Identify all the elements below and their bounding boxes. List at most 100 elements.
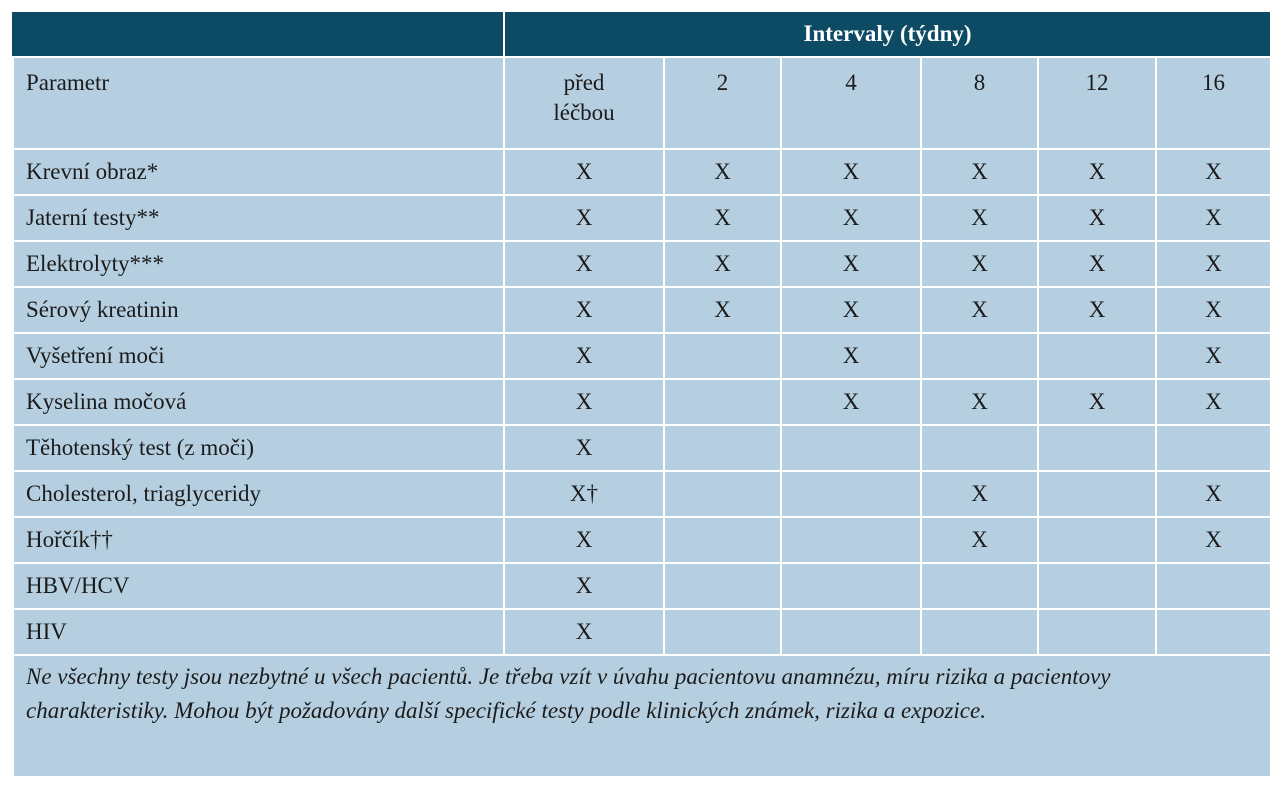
- parameter-cell: Cholesterol, triaglyceridy: [12, 470, 505, 518]
- header-blank-cell: [12, 10, 505, 58]
- check-cell: X: [920, 378, 1039, 426]
- table-row: Hořčík†† X X X: [12, 516, 1273, 564]
- empty-cell: [1154, 424, 1273, 472]
- empty-cell: [920, 562, 1039, 610]
- check-cell: X: [503, 240, 665, 288]
- empty-cell: [780, 424, 922, 472]
- empty-cell: [663, 516, 782, 564]
- empty-cell: [780, 470, 922, 518]
- parameter-cell: Jaterní testy**: [12, 194, 505, 242]
- table-row: Vyšetření moči X X X: [12, 332, 1273, 380]
- parameter-cell: Krevní obraz*: [12, 148, 505, 196]
- empty-cell: [663, 470, 782, 518]
- monitoring-table: Intervaly (týdny) Parametr před léčbou 2 4 8 1…: [11, 10, 1273, 778]
- empty-cell: [920, 332, 1039, 380]
- check-cell: X: [1154, 470, 1273, 518]
- empty-cell: [780, 562, 922, 610]
- table-row: Krevní obraz* X X X X X X: [12, 148, 1273, 196]
- check-cell: X: [503, 332, 665, 380]
- check-cell: X: [1037, 194, 1157, 242]
- check-cell: X: [1154, 516, 1273, 564]
- empty-cell: [780, 516, 922, 564]
- check-cell: X: [663, 194, 782, 242]
- table-row: Sérový kreatinin X X X X X X: [12, 286, 1273, 334]
- empty-cell: [1037, 608, 1157, 656]
- check-cell: X: [1154, 240, 1273, 288]
- table-row: Cholesterol, triaglyceridy X† X X: [12, 470, 1273, 518]
- column-header: 12: [1037, 56, 1157, 150]
- check-cell: X: [780, 240, 922, 288]
- check-cell: X: [780, 148, 922, 196]
- check-cell: X: [780, 378, 922, 426]
- parameter-cell: HBV/HCV: [12, 562, 505, 610]
- empty-cell: [920, 424, 1039, 472]
- table-row: Kyselina močová X X X X X: [12, 378, 1273, 426]
- check-cell: X†: [503, 470, 665, 518]
- check-cell: X: [920, 240, 1039, 288]
- check-cell: X: [920, 470, 1039, 518]
- check-cell: X: [503, 378, 665, 426]
- column-header: 8: [920, 56, 1039, 150]
- column-header-row: Parametr před léčbou 2 4 8 12 16: [12, 56, 1273, 150]
- parameter-cell: Sérový kreatinin: [12, 286, 505, 334]
- check-cell: X: [780, 332, 922, 380]
- table-body: Intervaly (týdny) Parametr před léčbou 2 4 8 1…: [11, 10, 1273, 778]
- check-cell: X: [1037, 148, 1157, 196]
- empty-cell: [920, 608, 1039, 656]
- check-cell: X: [1154, 148, 1273, 196]
- check-cell: X: [663, 286, 782, 334]
- table-row: HBV/HCV X: [12, 562, 1273, 610]
- check-cell: X: [663, 240, 782, 288]
- check-cell: X: [1037, 240, 1157, 288]
- column-header: 4: [780, 56, 922, 150]
- table-note: Ne všechny testy jsou nezbytné u všech p…: [11, 654, 1273, 778]
- check-cell: X: [780, 286, 922, 334]
- column-header: 2: [663, 56, 782, 150]
- check-cell: X: [503, 608, 665, 656]
- parameter-cell: Vyšetření moči: [12, 332, 505, 380]
- empty-cell: [1037, 332, 1157, 380]
- check-cell: X: [1154, 286, 1273, 334]
- empty-cell: [1037, 562, 1157, 610]
- table-row: Elektrolyty*** X X X X X X: [12, 240, 1273, 288]
- parameter-cell: HIV: [12, 608, 505, 656]
- check-cell: X: [503, 424, 665, 472]
- check-cell: X: [1037, 286, 1157, 334]
- monitoring-table-panel: Intervaly (týdny) Parametr před léčbou 2 4 8 1…: [11, 10, 1273, 778]
- empty-cell: [1154, 608, 1273, 656]
- group-header-row: Intervaly (týdny): [12, 10, 1273, 58]
- check-cell: X: [503, 516, 665, 564]
- check-cell: X: [1037, 378, 1157, 426]
- check-cell: X: [920, 516, 1039, 564]
- parameter-cell: Elektrolyty***: [12, 240, 505, 288]
- check-cell: X: [920, 194, 1039, 242]
- empty-cell: [663, 332, 782, 380]
- empty-cell: [663, 608, 782, 656]
- check-cell: X: [920, 286, 1039, 334]
- check-cell: X: [1154, 194, 1273, 242]
- table-row: Těhotenský test (z moči) X: [12, 424, 1273, 472]
- empty-cell: [663, 562, 782, 610]
- check-cell: X: [1154, 378, 1273, 426]
- check-cell: X: [503, 194, 665, 242]
- note-row: Ne všechny testy jsou nezbytné u všech p…: [11, 654, 1273, 778]
- parameter-cell: Těhotenský test (z moči): [12, 424, 505, 472]
- empty-cell: [1037, 470, 1157, 518]
- empty-cell: [1037, 516, 1157, 564]
- check-cell: X: [780, 194, 922, 242]
- empty-cell: [1037, 424, 1157, 472]
- table-row: Jaterní testy** X X X X X X: [12, 194, 1273, 242]
- check-cell: X: [503, 562, 665, 610]
- column-header: 16: [1154, 56, 1273, 150]
- check-cell: X: [503, 148, 665, 196]
- empty-cell: [663, 424, 782, 472]
- parameter-cell: Hořčík††: [12, 516, 505, 564]
- check-cell: X: [503, 286, 665, 334]
- check-cell: X: [920, 148, 1039, 196]
- empty-cell: [1154, 562, 1273, 610]
- empty-cell: [780, 608, 922, 656]
- check-cell: X: [1154, 332, 1273, 380]
- empty-cell: [663, 378, 782, 426]
- group-header: Intervaly (týdny): [502, 10, 1273, 58]
- table-row: HIV X: [12, 608, 1273, 656]
